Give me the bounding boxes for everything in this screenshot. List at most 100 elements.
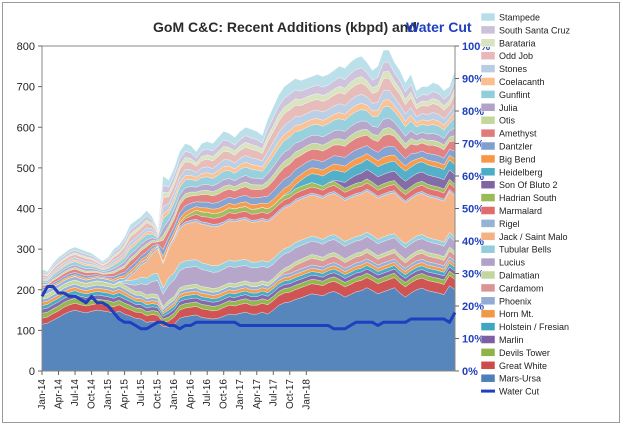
legend-label-tubular-bells: Tubular Bells (499, 245, 552, 255)
legend-swatch-holstein-fresian (480, 322, 496, 331)
chart-title-main: GoM C&C: Recent Additions (kbpd) and (153, 19, 417, 35)
legend-label-gunflint: Gunflint (499, 90, 531, 100)
legend-swatch-lucius (480, 257, 496, 267)
legend-swatch-son-of-bluto-2 (480, 180, 496, 189)
x-tick-label: Jul-17 (268, 379, 279, 407)
legend-swatch-rigel (480, 219, 496, 228)
y-left-tick-label: 400 (17, 204, 35, 216)
x-tick-label: Jan-14 (37, 379, 48, 410)
x-tick-label: Apr-16 (186, 379, 197, 409)
legend-swatch-devils-tower (480, 348, 496, 357)
x-tick-label: Jan-15 (103, 379, 114, 410)
legend-label-cardamom: Cardamom (499, 283, 544, 293)
legend-label-great-white: Great White (499, 361, 547, 371)
chart-canvas: GoM C&C: Recent Additions (kbpd) and Wat… (17, 12, 571, 410)
chart-frame: GoM C&C: Recent Additions (kbpd) and Wat… (2, 2, 620, 423)
legend-label-south-santa-cruz: South Santa Cruz (499, 25, 571, 35)
x-tick-label: Jan-17 (235, 379, 246, 410)
legend-label-big-bend: Big Bend (499, 154, 536, 164)
y-right-tick-label: 10% (462, 334, 484, 346)
y-right-tick-label: 60% (462, 171, 484, 183)
legend-label-jack-saint-malo: Jack / Saint Malo (499, 232, 568, 242)
y-right-tick-label: 40% (462, 236, 484, 248)
x-tick-label: Oct-14 (87, 379, 98, 409)
chart-title-watercut: Water Cut (406, 19, 472, 35)
legend-swatch-julia (480, 103, 496, 112)
y-right-tick-label: 20% (462, 301, 484, 313)
legend-label-stones: Stones (499, 64, 528, 74)
legend-swatch-gunflint (480, 90, 496, 99)
legend-swatch-big-bend (480, 154, 496, 164)
legend-label-hadrian-south: Hadrian South (499, 193, 557, 203)
y-left-tick-label: 500 (17, 163, 35, 175)
legend-swatch-tubular-bells (480, 244, 496, 254)
x-tick-label: Apr-17 (252, 379, 263, 409)
legend-label-devils-tower: Devils Tower (499, 348, 550, 358)
y-right-tick-label: 80% (462, 106, 484, 118)
legend-swatch-mars-ursa (480, 373, 496, 383)
water-cut-line (40, 285, 457, 331)
legend-swatch-coelacanth (480, 77, 496, 86)
y-right-tick-label: 90% (462, 74, 484, 86)
x-tick-label: Jan-16 (169, 379, 180, 410)
legend-label-lucius: Lucius (499, 258, 526, 268)
legend-label-odd-job: Odd Job (499, 51, 533, 61)
legend: Stampede South Santa Cruz Barataria Odd Job… (480, 12, 571, 397)
legend-swatch-stones (480, 64, 496, 73)
x-tick-label: Oct-15 (153, 379, 164, 409)
axes: 0 100 200 300 400 500 600 700 800 0% 10% 20% 30% 40% 5… (17, 41, 491, 410)
legend-label-julia: Julia (499, 103, 518, 113)
legend-label-otis: Otis (499, 116, 516, 126)
legend-swatch-dantzler (480, 141, 496, 151)
legend-label-coelacanth: Coelacanth (499, 77, 545, 87)
legend-swatch-phoenix (480, 296, 496, 306)
y-left-tick-label: 600 (17, 122, 35, 134)
legend-label-heidelberg: Heidelberg (499, 167, 543, 177)
legend-swatch-amethyst (480, 128, 496, 138)
legend-swatch-hadrian-south (480, 193, 496, 202)
y-left-tick-label: 0 (29, 366, 35, 378)
x-tick-label: Jan-18 (301, 379, 312, 410)
legend-swatch-dalmatian (480, 270, 496, 280)
x-tick-label: Oct-17 (285, 379, 296, 409)
legend-swatch-cardamom (480, 283, 496, 293)
legend-label-amethyst: Amethyst (499, 129, 537, 139)
y-left-tick-label: 700 (17, 82, 35, 94)
y-right-tick-label: 70% (462, 139, 484, 151)
x-tick-label: Apr-15 (120, 379, 131, 409)
legend-label-marlin: Marlin (499, 335, 524, 345)
legend-label-horn-mt: Horn Mt. (499, 309, 534, 319)
legend-swatch-marmalard (480, 206, 496, 215)
x-tick-label: Jul-14 (70, 379, 81, 407)
y-left-tick-label: 200 (17, 285, 35, 297)
legend-swatch-great-white (480, 361, 496, 370)
legend-swatch-jack-saint-malo (480, 232, 496, 241)
y-left-tick-label: 300 (17, 244, 35, 256)
legend-label-son-of-bluto-2: Son Of Bluto 2 (499, 180, 558, 190)
legend-label-rigel: Rigel (499, 219, 520, 229)
legend-label-stampede: Stampede (499, 13, 540, 23)
y-left-tick-label: 800 (17, 41, 35, 53)
x-tick-label: Oct-16 (219, 379, 230, 409)
legend-label-barataria: Barataria (499, 38, 536, 48)
water-cut-layer (40, 285, 457, 331)
legend-label-marmalard: Marmalard (499, 206, 542, 216)
legend-label-mars-ursa: Mars-Ursa (499, 374, 541, 384)
legend-swatch-heidelberg (480, 167, 496, 177)
legend-swatch-stampede (480, 12, 496, 22)
legend-swatch-otis (480, 115, 496, 125)
y-right-tick-label: 0% (462, 366, 478, 378)
y-left-tick-label: 100 (17, 325, 35, 337)
legend-swatch-marlin (480, 335, 496, 344)
legend-swatch-horn-mt (480, 309, 496, 318)
legend-swatch-odd-job (480, 51, 496, 60)
x-tick-label: Apr-14 (54, 379, 65, 409)
legend-label-holstein-fresian: Holstein / Fresian (499, 322, 569, 332)
legend-label-dantzler: Dantzler (499, 142, 533, 152)
legend-label-dalmatian: Dalmatian (499, 271, 540, 281)
x-tick-label: Jul-16 (202, 379, 213, 407)
legend-swatch-south-santa-cruz (480, 25, 496, 35)
legend-label-water-cut: Water Cut (499, 387, 540, 397)
x-tick-label: Jul-15 (136, 379, 147, 407)
y-right-tick-label: 50% (462, 204, 484, 216)
